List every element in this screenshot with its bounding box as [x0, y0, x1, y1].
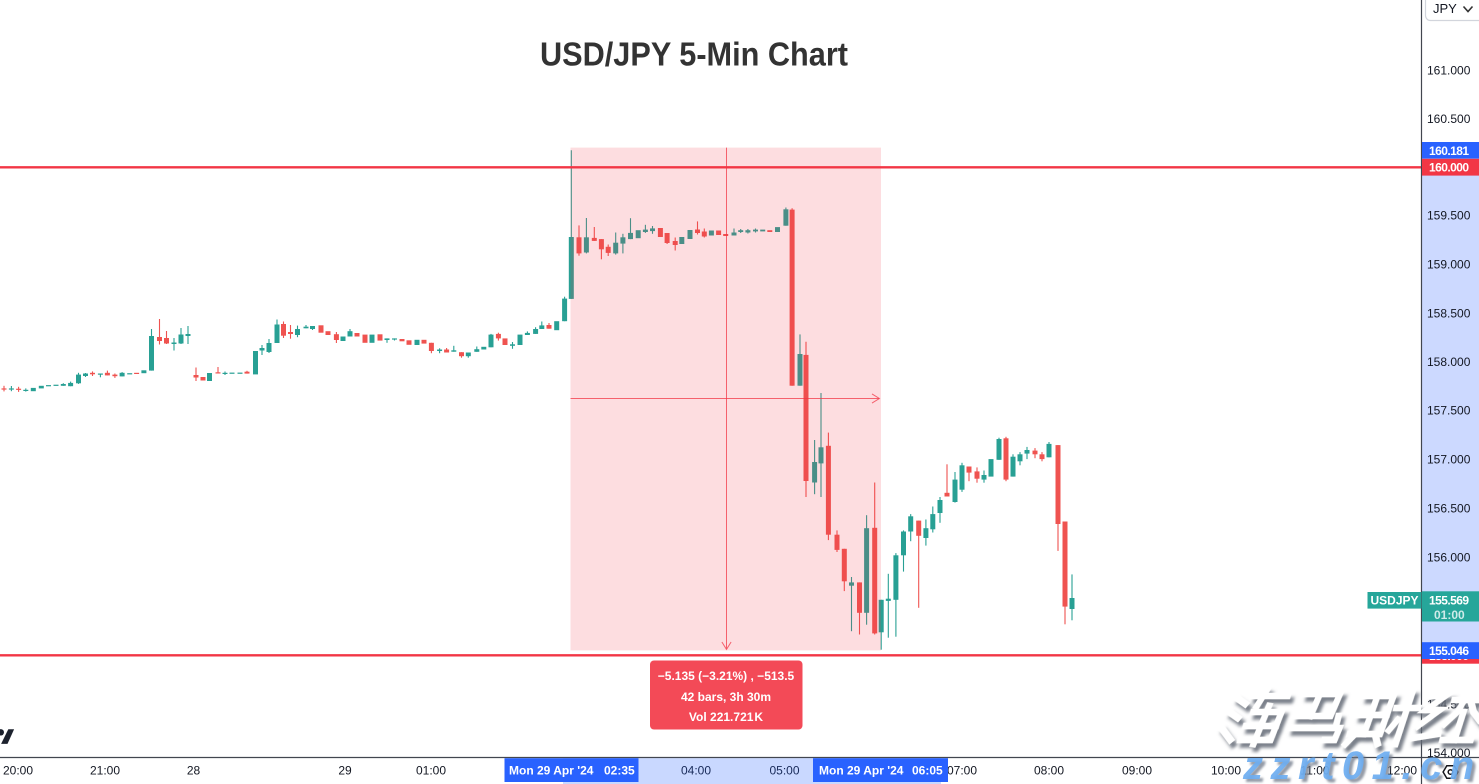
svg-text:158.000: 158.000: [1427, 355, 1471, 369]
svg-text:01:00: 01:00: [416, 764, 446, 778]
svg-text:20:00: 20:00: [3, 764, 33, 778]
svg-text:05:00: 05:00: [769, 764, 799, 778]
svg-text:Mon 29 Apr '24: Mon 29 Apr '24: [509, 764, 594, 778]
svg-text:28: 28: [187, 764, 201, 778]
svg-text:160.181: 160.181: [1429, 144, 1469, 158]
svg-text:156.000: 156.000: [1427, 550, 1471, 564]
svg-text:159.000: 159.000: [1427, 257, 1471, 271]
svg-text:157.500: 157.500: [1427, 403, 1471, 417]
svg-text:06:05: 06:05: [912, 764, 943, 778]
svg-text:USD/JPY 5-Min Chart: USD/JPY 5-Min Chart: [540, 36, 848, 73]
svg-text:11:00: 11:00: [1300, 764, 1329, 778]
svg-text:Mon 29 Apr '24: Mon 29 Apr '24: [819, 764, 904, 778]
svg-text:zzrt01.cn: zzrt01.cn: [1242, 744, 1479, 784]
svg-text:158.500: 158.500: [1427, 306, 1471, 320]
svg-text:29: 29: [338, 764, 352, 778]
svg-text:42 bars, 3h 30m: 42 bars, 3h 30m: [681, 690, 771, 704]
svg-text:08:00: 08:00: [1034, 764, 1064, 778]
svg-text:159.500: 159.500: [1427, 208, 1471, 222]
svg-text:156.500: 156.500: [1427, 501, 1471, 515]
svg-text:01:00: 01:00: [1434, 608, 1465, 622]
svg-text:161.000: 161.000: [1427, 63, 1471, 77]
svg-text:155.569: 155.569: [1429, 594, 1469, 608]
svg-text:09:00: 09:00: [1122, 764, 1152, 778]
svg-text:160.500: 160.500: [1427, 112, 1471, 126]
svg-text:10:00: 10:00: [1211, 764, 1241, 778]
svg-text:157.000: 157.000: [1427, 452, 1471, 466]
svg-text:160.000: 160.000: [1429, 161, 1469, 175]
svg-text:154.000: 154.000: [1427, 746, 1471, 760]
svg-text:155.046: 155.046: [1429, 644, 1469, 658]
svg-text:12:00: 12:00: [1387, 764, 1417, 778]
svg-text:−5.135 (−3.21%) , −513.5: −5.135 (−3.21%) , −513.5: [658, 669, 795, 683]
svg-text:07:00: 07:00: [947, 764, 977, 778]
svg-text:Vol 221.721 K: Vol 221.721 K: [689, 710, 763, 724]
svg-text:21:00: 21:00: [90, 764, 120, 778]
svg-text:JPY: JPY: [1433, 1, 1457, 16]
svg-text:02:35: 02:35: [604, 764, 635, 778]
svg-text:04:00: 04:00: [681, 764, 711, 778]
svg-text:USDJPY: USDJPY: [1370, 594, 1418, 608]
